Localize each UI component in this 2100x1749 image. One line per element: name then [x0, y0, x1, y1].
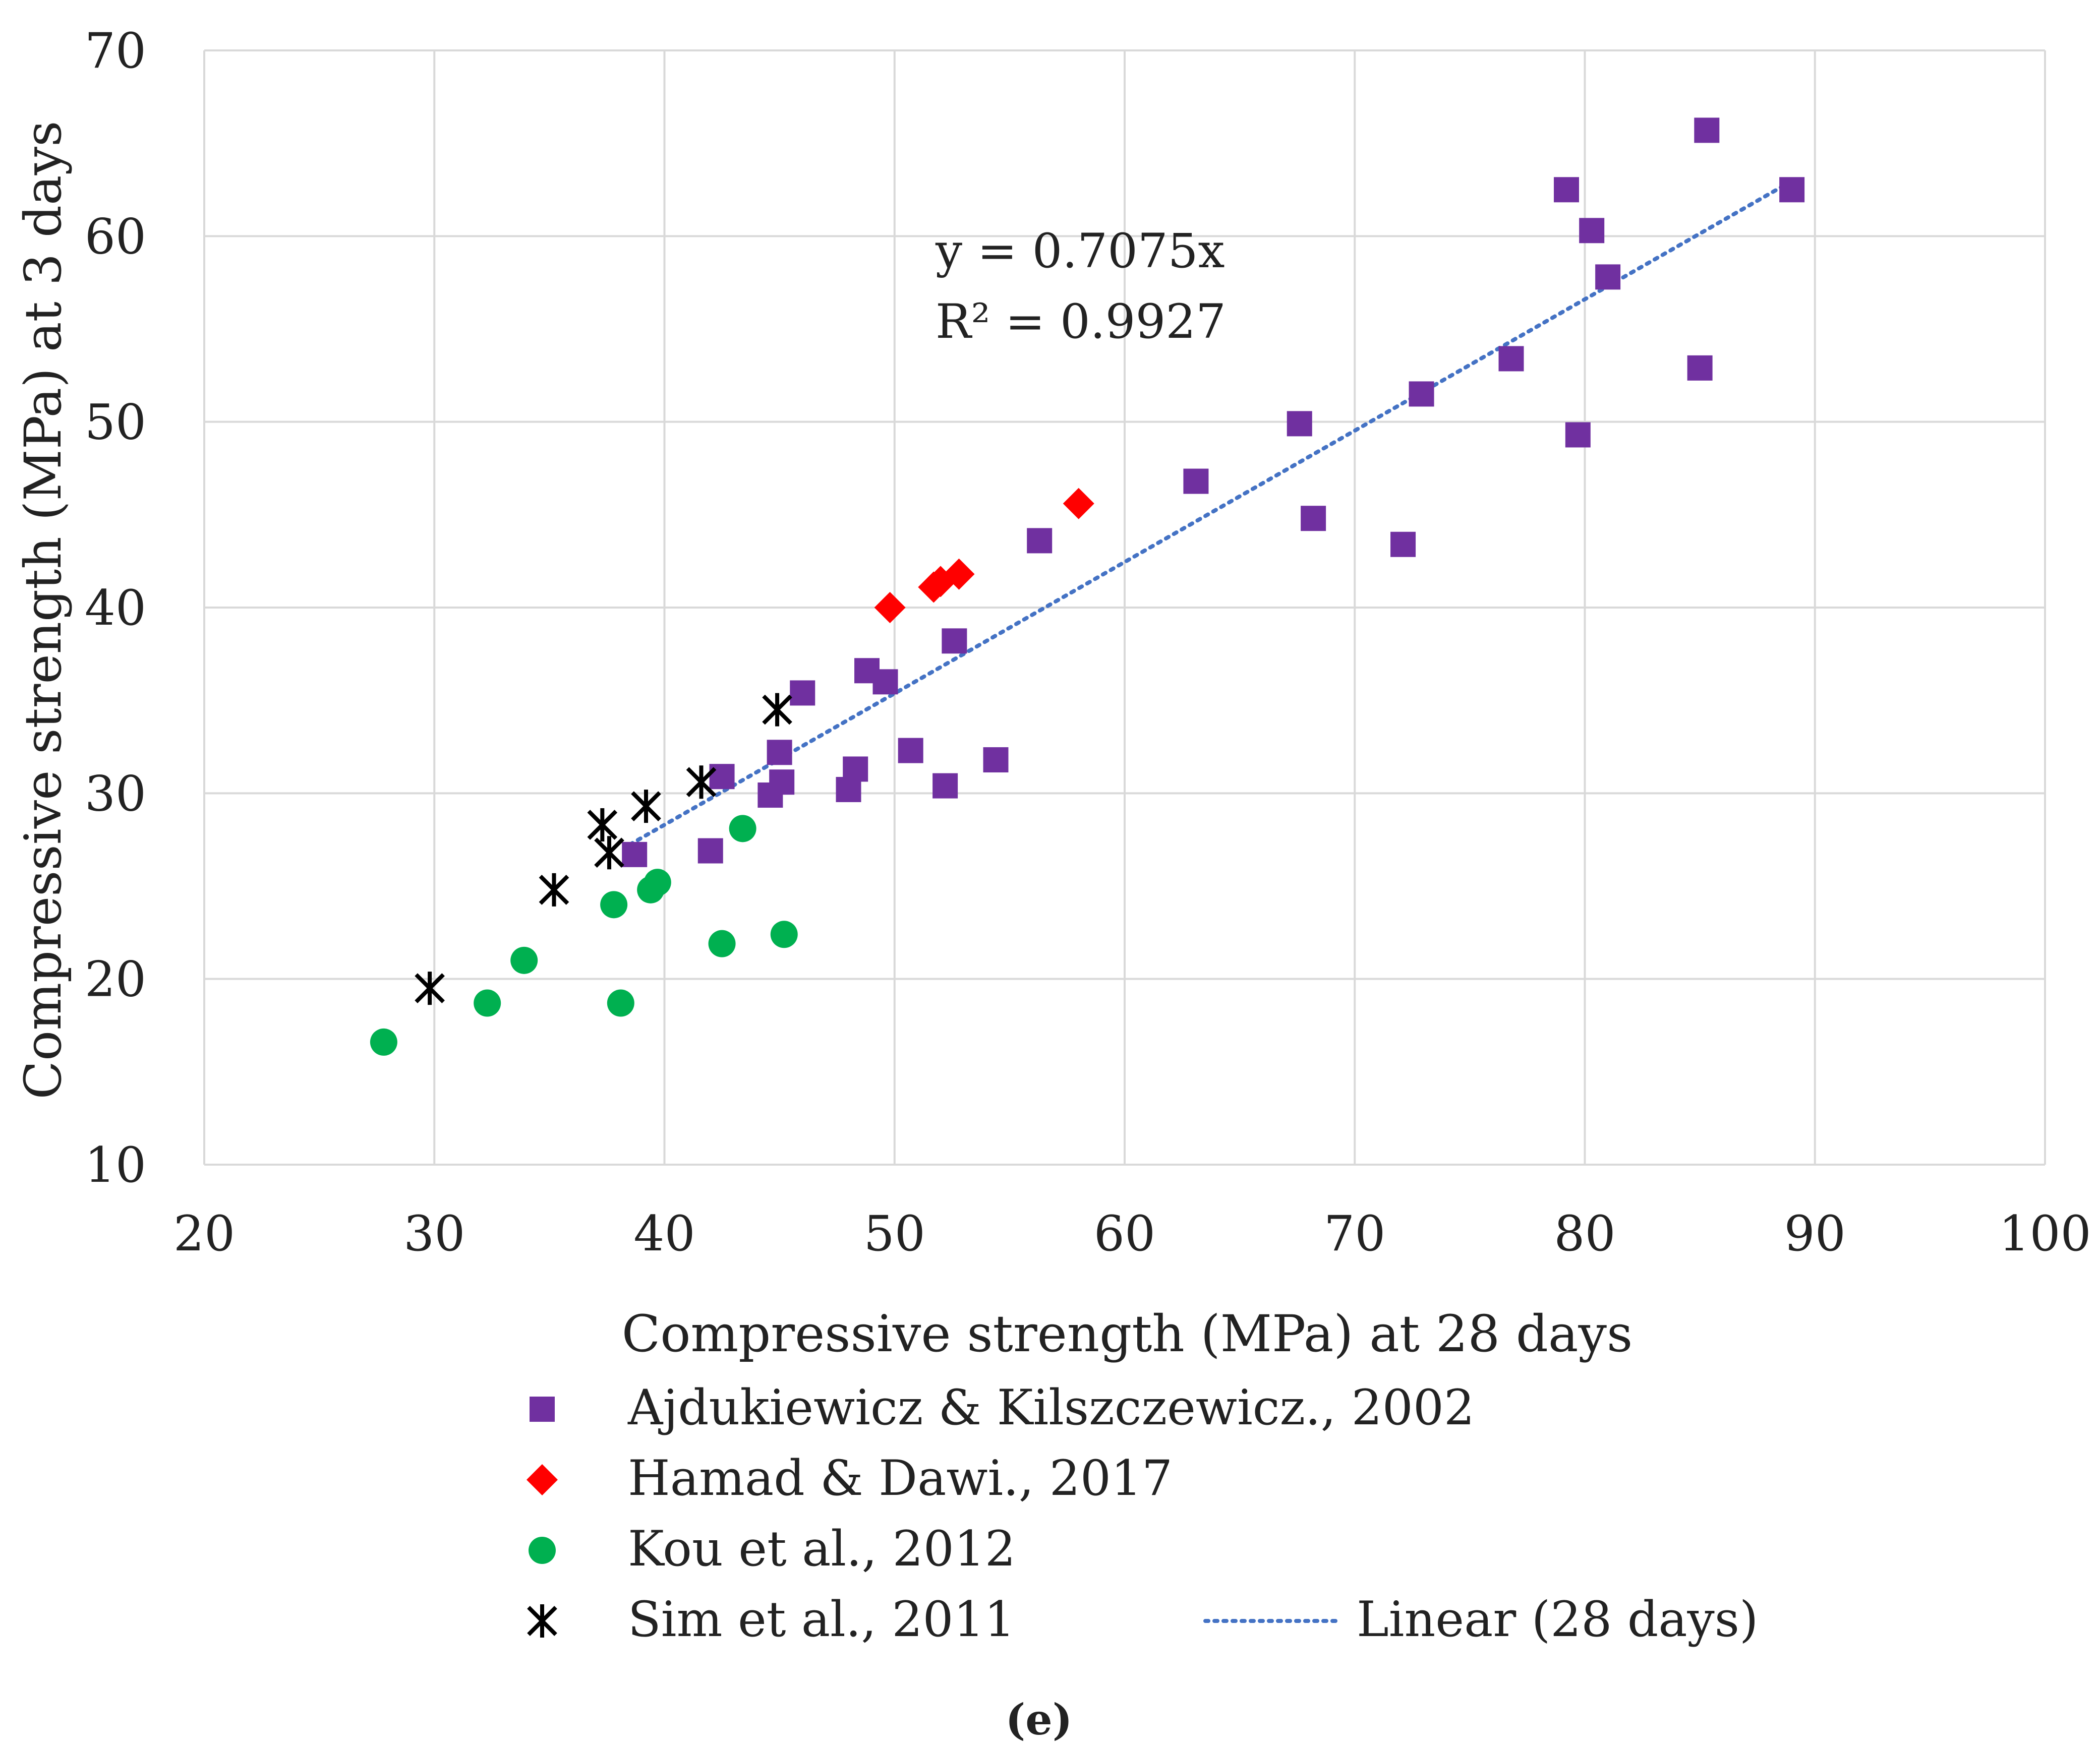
legend-marker-star — [527, 1604, 557, 1638]
data-point-diamond — [943, 558, 975, 590]
x-tick-label: 40 — [633, 1205, 695, 1262]
trendline — [628, 179, 1794, 847]
data-point-square — [622, 841, 648, 867]
data-point-diamond — [874, 592, 906, 623]
x-tick-label: 50 — [864, 1205, 925, 1262]
axes: 20 30 40 50 60 70 80 90 100 10 20 30 40 50 60 70 — [85, 23, 2091, 1262]
x-tick-label: 90 — [1784, 1205, 1846, 1262]
data-point-square — [898, 738, 923, 763]
data-point-square — [1409, 381, 1434, 407]
x-tick-label: 100 — [1999, 1205, 2091, 1262]
data-point-square — [1595, 264, 1621, 290]
legend-trendline-label: Linear (28 days) — [1357, 1591, 1759, 1648]
data-point-star — [587, 808, 618, 841]
legend-label: Sim et al., 2011 — [628, 1591, 1015, 1648]
data-point-square — [769, 769, 795, 795]
y-tick-label: 50 — [85, 394, 146, 451]
x-tick-label: 80 — [1554, 1205, 1615, 1262]
data-point-circle — [708, 930, 736, 957]
legend-marker-square — [530, 1397, 555, 1422]
data-point-star — [762, 693, 792, 727]
data-point-circle — [510, 946, 538, 974]
data-point-square — [1565, 422, 1591, 448]
legend-label: Kou et al., 2012 — [628, 1521, 1016, 1577]
equation-line-2: R² = 0.9927 — [936, 294, 1226, 349]
equation-line-1: y = 0.7075x — [935, 224, 1225, 279]
legend-label: Hamad & Dawi., 2017 — [628, 1450, 1173, 1506]
y-tick-label: 70 — [85, 23, 146, 79]
y-tick-label: 60 — [85, 208, 146, 265]
data-point-square — [1301, 506, 1326, 531]
data-point-star — [539, 873, 569, 907]
data-point-square — [942, 628, 967, 654]
figure-caption: (e) — [1006, 1695, 1073, 1744]
data-point-star — [686, 765, 717, 799]
data-points — [370, 117, 1805, 1056]
legend-marker-circle — [529, 1537, 556, 1564]
data-point-square — [1579, 218, 1605, 244]
x-tick-label: 30 — [403, 1205, 465, 1262]
y-tick-label: 40 — [85, 580, 146, 636]
data-point-square — [1183, 468, 1209, 494]
data-point-square — [1287, 411, 1312, 437]
legend-marker-diamond — [527, 1464, 558, 1495]
data-point-square — [1498, 346, 1524, 372]
data-point-diamond — [1063, 488, 1094, 519]
data-point-square — [1779, 177, 1805, 203]
x-tick-label: 20 — [173, 1205, 235, 1262]
legend-label: Ajdukiewicz & Kilszczewicz., 2002 — [627, 1379, 1475, 1436]
data-point-square — [1687, 355, 1713, 381]
data-point-square — [1554, 177, 1579, 203]
legend: Ajdukiewicz & Kilszczewicz., 2002 Hamad &… — [527, 1379, 1759, 1648]
data-point-square — [790, 680, 815, 706]
data-point-star — [594, 836, 624, 870]
data-point-circle — [729, 815, 756, 842]
x-tick-label: 70 — [1324, 1205, 1385, 1262]
data-point-star — [415, 972, 445, 1005]
y-axis-label: Compressive strength (MPa) at 3 days — [14, 121, 73, 1100]
grid — [203, 49, 2046, 1166]
data-point-square — [843, 756, 868, 782]
trendline-layer — [628, 179, 1794, 847]
data-point-circle — [474, 989, 501, 1017]
x-tick-label: 60 — [1094, 1205, 1155, 1262]
data-point-circle — [600, 891, 628, 919]
y-tick-label: 10 — [85, 1137, 146, 1193]
data-point-square — [697, 838, 723, 864]
data-point-circle — [770, 921, 798, 948]
data-point-star — [631, 790, 661, 823]
data-point-square — [1694, 117, 1720, 143]
data-point-circle — [644, 869, 671, 896]
data-point-square — [983, 747, 1009, 773]
data-point-square — [1027, 528, 1053, 554]
x-axis-label: Compressive strength (MPa) at 28 days — [622, 1304, 1633, 1363]
data-point-square — [767, 740, 792, 765]
data-point-square — [872, 669, 898, 695]
data-point-square — [1390, 531, 1416, 557]
data-point-circle — [607, 989, 634, 1017]
y-tick-label: 20 — [85, 951, 146, 1008]
data-point-circle — [370, 1028, 397, 1056]
y-tick-label: 30 — [85, 765, 146, 822]
chart-text: y = 0.7075x R² = 0.9927 Compressive stre… — [14, 121, 1632, 1744]
data-point-square — [932, 773, 958, 799]
